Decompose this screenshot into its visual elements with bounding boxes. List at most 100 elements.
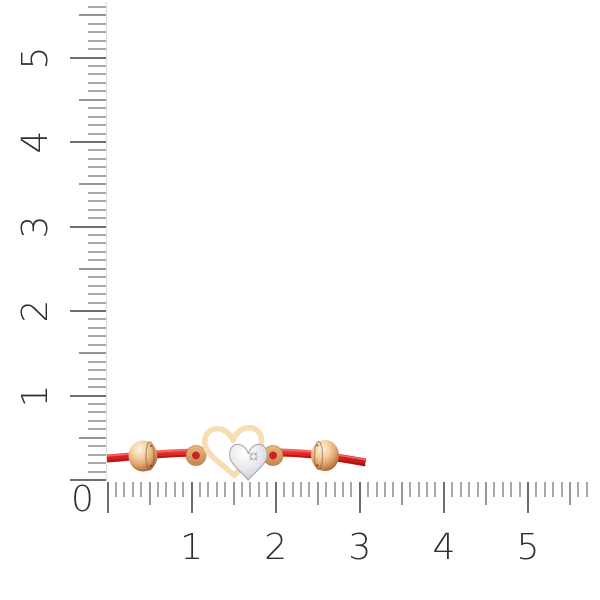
ruler-tick — [88, 157, 106, 160]
ruler-tick — [88, 369, 106, 372]
ruler-tick — [384, 482, 387, 497]
horizontal-ruler-label: 5 — [516, 527, 540, 568]
ruler-tick — [88, 5, 106, 8]
ruler-tick — [79, 14, 106, 17]
ruler-tick — [88, 107, 106, 110]
vertical-ruler-label: 1 — [15, 384, 56, 407]
ruler-tick — [552, 482, 555, 497]
ruler-tick — [79, 436, 106, 439]
ruler-tick — [375, 482, 378, 497]
ruler-origin-label: 0 — [71, 479, 94, 520]
vertical-ruler-label: 5 — [15, 46, 56, 69]
ruler-tick — [88, 326, 106, 329]
ruler-tick — [70, 310, 106, 312]
ruler-tick — [88, 208, 106, 211]
ruler-tick — [88, 22, 106, 25]
ruler-tick — [88, 428, 106, 431]
ruler-tick — [518, 482, 521, 497]
ruler-tick — [88, 217, 106, 220]
ruler-tick — [266, 482, 269, 497]
ruler-tick — [535, 482, 538, 497]
ruler-tick — [88, 462, 106, 465]
ruler-tick — [70, 394, 106, 397]
ruler-tick — [173, 482, 176, 497]
ruler-tick — [79, 98, 106, 101]
ruler-tick — [88, 335, 106, 338]
ruler-tick — [88, 377, 106, 380]
ruler-tick — [341, 482, 344, 497]
ruler-tick — [70, 141, 106, 143]
ruler-tick — [88, 301, 106, 304]
ruler-tick — [88, 453, 106, 456]
ruler-tick — [88, 250, 106, 253]
ruler-tick — [283, 482, 286, 497]
ruler-tick — [501, 482, 504, 497]
ruler-tick — [88, 360, 106, 363]
ruler-tick — [114, 482, 117, 497]
ruler-tick — [434, 482, 437, 497]
ruler-tick — [88, 191, 106, 194]
ruler-tick — [484, 482, 487, 505]
ruler-tick — [409, 482, 412, 497]
ruler-tick — [426, 482, 429, 497]
vertical-ruler-axis-line — [106, 2, 107, 481]
ruler-tick — [291, 482, 294, 497]
ruler-tick — [88, 402, 106, 405]
ruler-tick — [70, 225, 106, 228]
ruler-tick — [88, 259, 106, 262]
ruler-tick — [543, 482, 546, 497]
ruler-tick — [70, 479, 106, 481]
ruler-tick — [88, 39, 106, 42]
ruler-tick — [585, 482, 588, 497]
vertical-ruler-label: 4 — [15, 130, 56, 154]
diamond-accent — [248, 451, 259, 462]
ruler-tick — [88, 90, 106, 93]
ruler-tick — [88, 166, 106, 169]
ruler-tick — [88, 411, 106, 414]
ruler-tick — [88, 31, 106, 34]
ruler-tick — [88, 174, 106, 177]
ruler-tick — [224, 482, 227, 497]
ruler-tick — [88, 81, 106, 84]
ruler-tick — [79, 183, 106, 186]
ruler-tick — [190, 482, 193, 513]
ruler-tick — [333, 482, 336, 497]
ruler-tick — [131, 482, 134, 497]
ruler-tick — [79, 352, 106, 355]
ruler-tick — [350, 482, 353, 497]
ruler-tick — [569, 482, 572, 505]
ruler-tick — [88, 284, 106, 287]
ruler-tick — [123, 482, 126, 497]
ruler-tick — [88, 419, 106, 422]
ruler-tick — [358, 482, 361, 513]
ruler-tick — [88, 318, 106, 321]
ruler-tick — [88, 293, 106, 296]
ruler-tick — [70, 56, 106, 59]
ruler-tick — [88, 233, 106, 236]
gold-ring-left — [185, 444, 207, 467]
ruler-tick — [207, 482, 210, 497]
ruler-tick — [493, 482, 496, 497]
ruler-tick — [527, 482, 529, 513]
ruler-tick — [88, 343, 106, 346]
ruler-tick — [88, 276, 106, 279]
gold-open-heart-charm — [201, 424, 265, 479]
ruler-tick — [88, 200, 106, 203]
vertical-ruler-label: 2 — [15, 299, 56, 323]
ruler-tick — [442, 482, 445, 513]
ruler-tick — [88, 124, 106, 127]
ruler-tick — [88, 470, 106, 473]
ruler-tick — [148, 482, 151, 505]
ruler-tick — [459, 482, 462, 497]
ruler-tick — [299, 482, 302, 497]
ruler-tick — [577, 482, 580, 497]
ruler-tick — [510, 482, 513, 497]
ruler-tick — [88, 386, 106, 389]
ruler-tick — [367, 482, 370, 497]
ruler-tick — [88, 115, 106, 118]
vertical-ruler-label: 3 — [15, 215, 56, 238]
ruler-tick — [106, 482, 109, 513]
horizontal-ruler-label: 1 — [180, 527, 204, 568]
ruler-tick — [88, 132, 106, 135]
